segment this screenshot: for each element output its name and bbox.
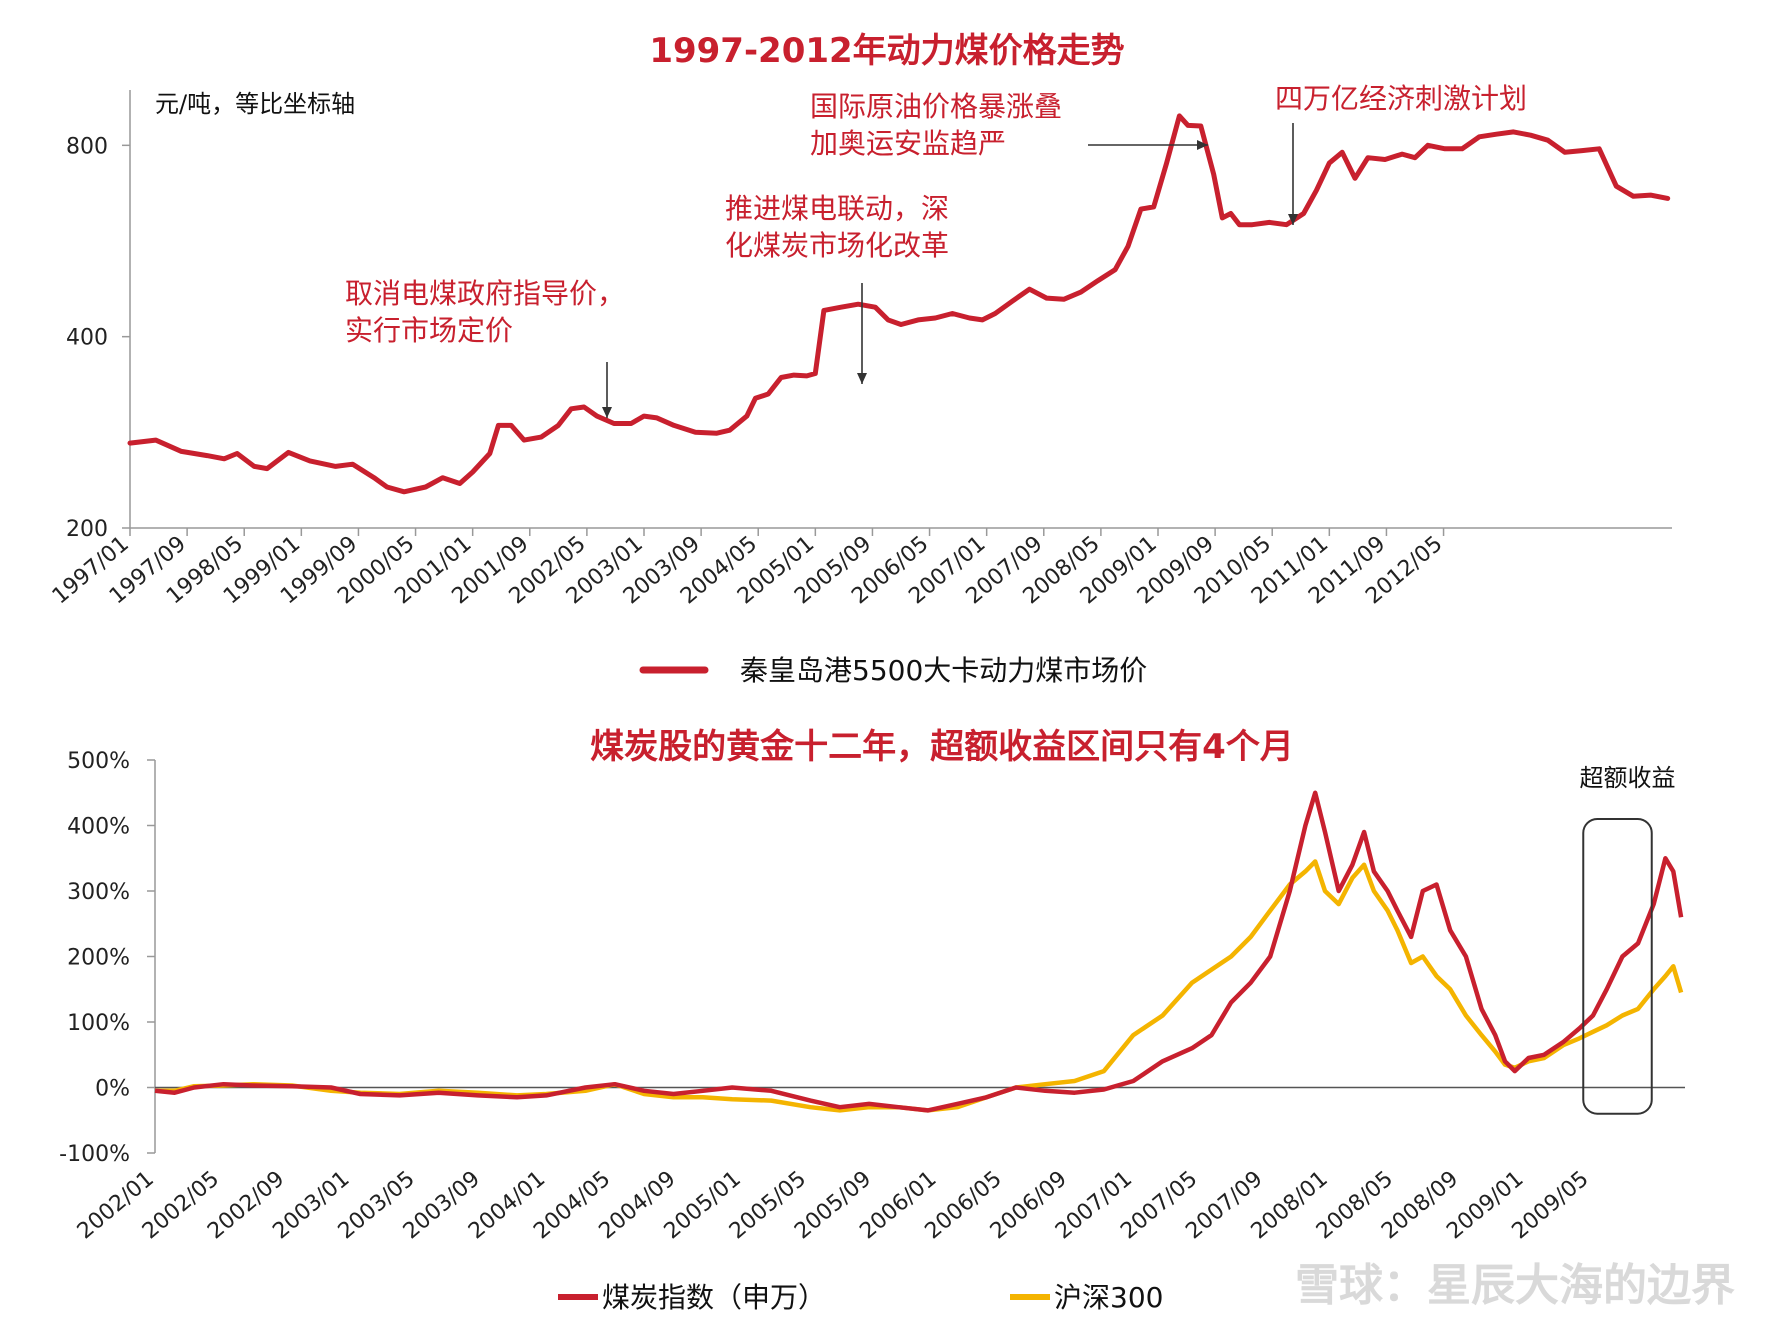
chart-2-y-tick-label: 0% [95, 1077, 130, 1102]
chart-2-legend: 煤炭指数（申万） 沪深300 [558, 1281, 1163, 1314]
chart-1-title: 1997-2012年动力煤价格走势 [649, 31, 1124, 71]
series-line-coal-index [154, 790, 1684, 1113]
chart-1-axes [122, 90, 1672, 536]
chart-2-series [154, 790, 1684, 1113]
chart-1-ylabel: 元/吨，等比坐标轴 [155, 90, 355, 118]
chart-1-x-tick-labels: 1997/011997/091998/051999/011999/092000/… [48, 531, 1448, 609]
chart-2-x-tick-labels: 2002/012002/052002/092003/012003/052003/… [73, 1166, 1594, 1244]
chart-2-y-tick-labels: 500% 400% 300% 200% 100% 0% -100% [59, 749, 130, 1167]
highlight-label: 超额收益 [1580, 764, 1676, 792]
legend-label-csi300: 沪深300 [1054, 1281, 1163, 1314]
chart-2-y-tick-label: 500% [67, 749, 130, 774]
chart-1-y-tick-label: 800 [66, 134, 108, 159]
annotation-text: 实行市场定价 [345, 314, 513, 347]
chart-2-title: 煤炭股的黄金十二年，超额收益区间只有4个月 [590, 727, 1294, 767]
legend-label-coal-price: 秦皇岛港5500大卡动力煤市场价 [740, 654, 1147, 687]
series-line-coal-price [127, 113, 1671, 495]
annotation-arrowhead [1288, 214, 1298, 225]
chart-1-y-tick-labels: 800 400 200 [66, 134, 108, 542]
highlight-box [1582, 817, 1653, 1115]
annotation-arrowhead [602, 407, 612, 418]
chart-1-y-tick-label: 200 [66, 517, 108, 542]
chart-2-axes [147, 759, 1685, 1154]
annotation-text: 化煤炭市场化改革 [725, 229, 949, 262]
legend-label-coal-index: 煤炭指数（申万） [602, 1281, 826, 1314]
chart-2-y-tick-label: 200% [67, 946, 130, 971]
annotation-text: 推进煤电联动，深 [725, 192, 949, 225]
chart-2-y-tick-label: 300% [67, 880, 130, 905]
series-line-csi300 [155, 859, 1684, 1113]
chart-2: 煤炭股的黄金十二年，超额收益区间只有4个月 500% 400% 300% 200% 10… [59, 727, 1685, 1314]
chart-2-y-tick-label: -100% [59, 1142, 130, 1167]
chart-2-y-tick-label: 100% [67, 1011, 130, 1036]
chart-2-y-tick-label: 400% [67, 815, 130, 840]
annotation-arrowhead [857, 373, 867, 384]
annotation-text: 取消电煤政府指导价， [345, 277, 625, 310]
annotation-arrowhead [1197, 140, 1208, 150]
watermark: 雪球：星辰大海的边界 [1295, 1260, 1735, 1311]
chart-1-legend: 秦皇岛港5500大卡动力煤市场价 [639, 654, 1147, 687]
chart-1: 1997-2012年动力煤价格走势 元/吨，等比坐标轴 800 400 200 19… [48, 31, 1672, 687]
chart-1-series [127, 113, 1671, 495]
annotation-text: 加奥运安监趋严 [810, 127, 1006, 160]
chart-2-highlight: 超额收益 [1580, 764, 1676, 1115]
chart-1-y-tick-label: 400 [66, 326, 108, 351]
annotation-text: 四万亿经济刺激计划 [1275, 82, 1527, 115]
annotation-text: 国际原油价格暴涨叠 [810, 90, 1062, 123]
